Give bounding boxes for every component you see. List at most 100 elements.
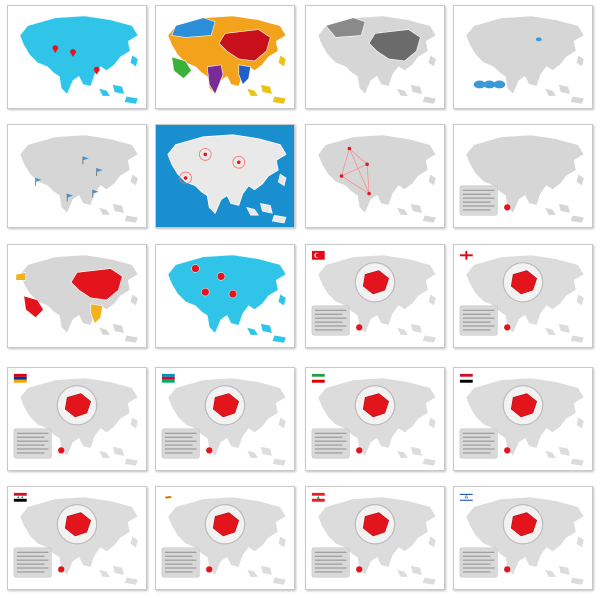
syria-flag-icon [13,492,27,502]
slide-thumbnail-asia-ocean-targets[interactable] [155,124,295,228]
text-callout-box [459,547,498,578]
slide-preview [8,245,146,347]
map-markers [356,447,363,454]
red-dot-marker-icon [58,447,65,454]
map-markers [52,45,100,75]
map-pin-icon [52,45,59,54]
slide-thumbnail-asia-gray-red-highlight[interactable] [7,244,147,348]
asia-map [167,134,287,224]
red-dot-marker-icon [206,566,213,573]
speech-bubble-icon [535,37,542,42]
map-markers [356,324,363,331]
map-markers [339,146,371,196]
highlighted-country-shape [362,512,390,537]
zoom-lens [502,262,544,303]
asia-map [19,15,139,105]
zoom-lens [354,385,396,426]
slide-preview [306,368,444,470]
map-markers [35,156,103,202]
iran-flag-icon [311,373,325,383]
slide-thumbnail-asia-gray-callout[interactable] [453,124,593,228]
slide-thumbnail-asia-gray-connections[interactable] [305,124,445,228]
highlighted-country-shape [212,393,240,418]
zoom-lens [502,385,544,426]
slide-preview [454,6,592,108]
slide-thumbnail-asia-cyan-pins[interactable] [7,5,147,109]
slide-thumbnail-asia-armenia-zoom[interactable] [7,367,147,471]
slide-thumbnail-asia-israel-zoom[interactable] [453,486,593,590]
slide-preview [156,487,294,589]
slide-thumbnail-asia-gray-china-dark[interactable] [305,5,445,109]
slide-thumbnail-asia-gray-blue-flags[interactable] [7,124,147,228]
highlighted-country-shape [64,393,92,418]
connection-node-icon [339,174,344,178]
map-markers [504,204,511,211]
target-icon [179,171,192,185]
asia-map [167,254,287,344]
connection-node-icon [347,146,352,151]
red-ball-marker-icon [228,289,238,299]
zoom-lens [354,504,396,545]
slide-preview [306,125,444,227]
flag-marker-icon [35,177,42,182]
map-markers [58,447,65,454]
iraq-flag-icon [459,373,473,383]
slide-thumbnail-asia-lebanon-zoom[interactable] [305,486,445,590]
map-markers [356,566,363,573]
slide-thumbnail-asia-iran-zoom[interactable] [305,367,445,471]
slide-preview [306,245,444,347]
text-callout-box [161,547,200,578]
slide-thumbnail-asia-turkey-zoom[interactable] [305,244,445,348]
map-markers [504,447,511,454]
red-ball-marker-icon [216,272,226,281]
slide-thumbnail-asia-gray-blue-bubbles[interactable] [453,5,593,109]
map-markers [191,264,238,299]
map-markers [473,37,542,89]
map-markers [58,566,65,573]
israel-flag-icon [459,492,473,502]
slide-thumbnail-asia-iraq-zoom[interactable] [453,367,593,471]
red-dot-marker-icon [206,447,213,454]
flag-marker-icon [96,168,103,173]
slide-preview [156,245,294,347]
zoom-lens [56,504,98,545]
highlighted-country-shape [510,270,538,295]
highlighted-country-shape [510,393,538,418]
flag-marker-icon [67,193,74,198]
lebanon-flag-icon [311,492,325,502]
asia-map [167,15,287,105]
asia-map [465,134,585,224]
asia-map [465,15,585,105]
flag-marker-icon [92,189,99,194]
slide-preview [306,6,444,108]
speech-bubble-icon [493,80,506,89]
text-callout-box [13,547,52,578]
red-dot-marker-icon [356,566,363,573]
text-callout-box [311,305,350,336]
text-callout-box [13,428,52,459]
zoom-lens [56,385,98,426]
zoom-lens [354,262,396,303]
slide-thumbnail-asia-georgia-zoom[interactable] [453,244,593,348]
highlighted-country-shape [212,512,240,537]
cyprus-flag-icon [161,492,175,502]
slide-preview [8,487,146,589]
slide-thumbnail-asia-cyprus-zoom[interactable] [155,486,295,590]
text-callout-box [459,305,498,336]
slide-thumbnail-asia-political-colored[interactable] [155,5,295,109]
target-icon [198,148,212,161]
map-markers [179,148,246,185]
zoom-lens [502,504,544,545]
asia-map [19,134,139,224]
slide-thumbnail-asia-cyan-red-balls[interactable] [155,244,295,348]
connection-node-icon [367,191,371,196]
slide-thumbnail-asia-azerbaijan-zoom[interactable] [155,367,295,471]
slide-preview [8,368,146,470]
red-ball-marker-icon [201,287,210,297]
text-callout-box [311,428,350,459]
map-markers [504,566,511,573]
slide-thumbnail-asia-syria-zoom[interactable] [7,486,147,590]
target-icon [232,155,246,169]
text-callout-box [161,428,200,459]
